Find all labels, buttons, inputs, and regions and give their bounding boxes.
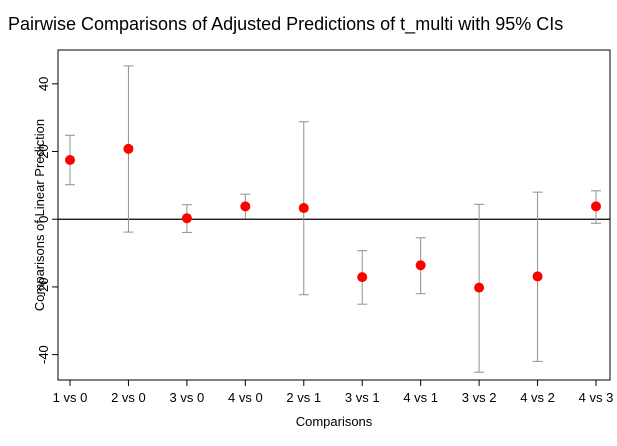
- x-axis-label: Comparisons: [296, 414, 373, 429]
- y-tick-label: 40: [36, 77, 51, 91]
- x-tick-label: 3 vs 0: [170, 390, 205, 405]
- plot-area: [57, 49, 611, 381]
- y-axis-label: Comparisons of Linear Prediction: [32, 119, 47, 311]
- chart-title: Pairwise Comparisons of Adjusted Predict…: [8, 14, 563, 35]
- data-point: [474, 282, 485, 293]
- data-point: [415, 260, 426, 271]
- x-tick-label: 2 vs 0: [111, 390, 146, 405]
- x-tick-label: 4 vs 1: [403, 390, 438, 405]
- x-tick-label: 3 vs 2: [462, 390, 497, 405]
- data-point: [65, 155, 75, 165]
- x-tick-label: 4 vs 0: [228, 390, 263, 405]
- data-point: [240, 201, 251, 212]
- data-point: [181, 213, 192, 224]
- y-tick-label: -40: [36, 345, 51, 364]
- data-point: [298, 203, 309, 214]
- x-tick-label: 4 vs 3: [579, 390, 614, 405]
- data-point: [123, 143, 134, 154]
- y-tick-label: 0: [36, 216, 51, 223]
- x-tick-label: 4 vs 2: [520, 390, 555, 405]
- y-tick-label: -20: [36, 278, 51, 297]
- x-tick-label: 3 vs 1: [345, 390, 380, 405]
- data-point: [357, 272, 368, 283]
- x-tick-label: 1 vs 0: [53, 390, 88, 405]
- data-point: [591, 201, 601, 212]
- y-tick-label: 20: [36, 144, 51, 158]
- x-tick-label: 2 vs 1: [286, 390, 321, 405]
- data-point: [532, 271, 543, 282]
